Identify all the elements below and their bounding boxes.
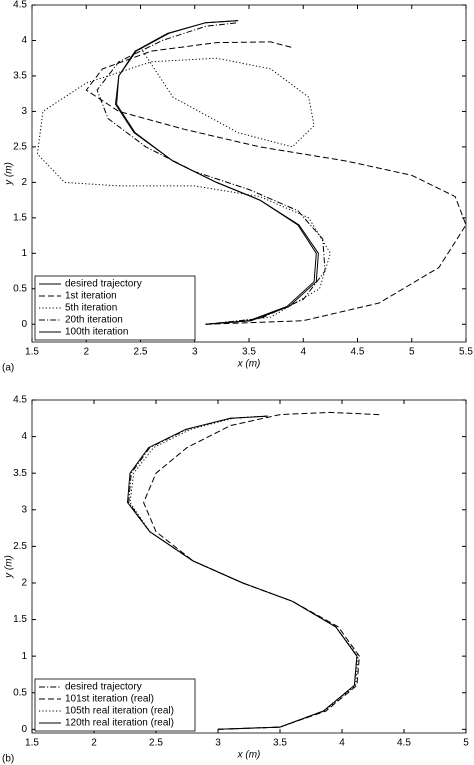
y-tick-label: 1 (21, 651, 27, 662)
panel-label: (b) (2, 754, 14, 765)
y-tick-label: 1.5 (13, 614, 27, 625)
legend-label: desired trajectory (65, 279, 142, 290)
legend-label: 20th iteration (65, 315, 123, 326)
x-tick-label: 4 (300, 347, 306, 358)
x-tick-label: 1.5 (25, 738, 39, 749)
trajectory-line (129, 415, 359, 730)
legend-label: 101st iteration (real) (65, 694, 154, 705)
y-tick-label: 4.5 (13, 395, 27, 406)
x-tick-label: 2 (83, 347, 89, 358)
x-tick-label: 3.5 (273, 738, 287, 749)
y-tick-label: 0 (21, 319, 27, 330)
plot-frame (31, 399, 467, 734)
x-tick-label: 3 (215, 738, 221, 749)
x-tick-label: 4.5 (397, 738, 411, 749)
y-tick-label: 3.5 (13, 468, 27, 479)
legend-label: 100th iteration (65, 327, 128, 338)
trajectory-line (114, 20, 319, 325)
x-axis-label: x (m) (237, 359, 261, 370)
y-tick-label: 3 (21, 106, 27, 117)
legend-box (34, 275, 196, 341)
trajectory-line (143, 411, 380, 730)
x-tick-label: 3.5 (242, 347, 256, 358)
legend-label: 105th real iteration (real) (65, 706, 174, 717)
x-tick-label: 5.5 (459, 347, 473, 358)
y-tick-label: 3.5 (13, 71, 27, 82)
x-tick-label: 5 (409, 347, 415, 358)
y-axis-label: y (m) (4, 555, 15, 579)
y-tick-label: 2.5 (13, 541, 27, 552)
y-tick-label: 1.5 (13, 212, 27, 223)
x-tick-label: 4.5 (351, 347, 365, 358)
x-tick-label: 2.5 (134, 347, 148, 358)
y-tick-label: 2 (21, 578, 27, 589)
y-tick-label: 0 (21, 724, 27, 735)
legend-label: 5th iteration (65, 303, 117, 314)
trajectory-line (126, 415, 358, 730)
y-axis-label: y (m) (4, 162, 15, 186)
legend-label: 120th real iteration (real) (65, 718, 174, 729)
y-tick-label: 4.5 (13, 0, 27, 11)
x-axis-label: x (m) (237, 750, 261, 761)
x-tick-label: 1.5 (25, 347, 39, 358)
legend-label: desired trajectory (65, 682, 142, 693)
panel-label: (a) (2, 363, 14, 374)
legend-label: 1st iteration (65, 291, 117, 302)
y-tick-label: 2 (21, 177, 27, 188)
legend-box (34, 678, 196, 732)
x-tick-label: 2 (91, 738, 97, 749)
x-tick-label: 4 (339, 738, 345, 749)
y-tick-label: 4 (21, 35, 27, 46)
y-tick-label: 0.5 (13, 687, 27, 698)
x-tick-label: 5 (463, 738, 469, 749)
y-tick-label: 0.5 (13, 283, 27, 294)
x-tick-label: 3 (192, 347, 198, 358)
x-tick-label: 2.5 (149, 738, 163, 749)
y-tick-label: 2.5 (13, 142, 27, 153)
y-tick-label: 1 (21, 248, 27, 259)
trajectory-line (85, 41, 467, 325)
y-tick-label: 3 (21, 504, 27, 515)
y-tick-label: 4 (21, 431, 27, 442)
